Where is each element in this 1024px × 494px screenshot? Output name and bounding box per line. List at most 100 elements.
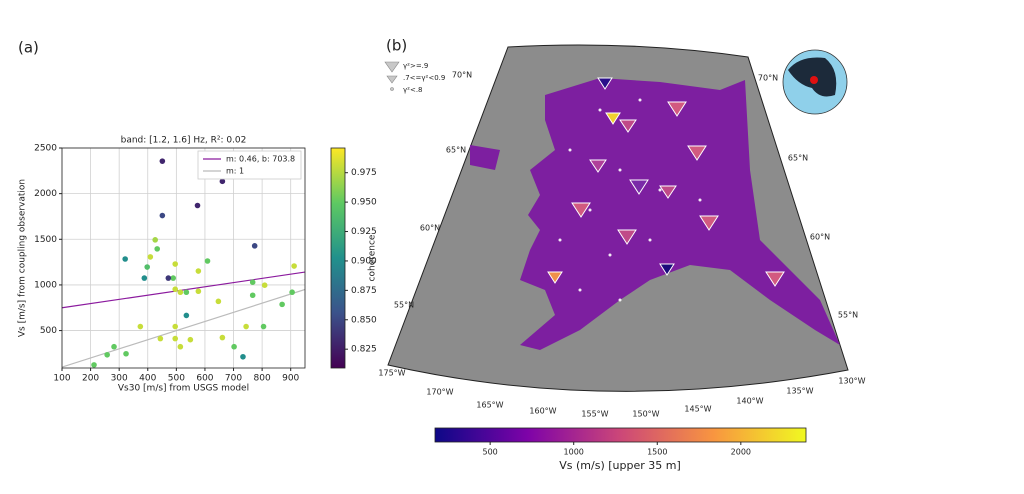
lon-label: 145°W — [684, 405, 711, 414]
colorbar-tick-label: 0.975 — [351, 168, 377, 178]
legend-label: m: 1 — [226, 167, 244, 176]
point — [219, 334, 226, 341]
lon-label: 160°W — [529, 407, 556, 416]
legend — [197, 150, 302, 180]
lat-label: 55°N — [394, 301, 414, 310]
point — [249, 279, 256, 285]
point — [137, 323, 144, 330]
colorbar-tick-label: 0.825 — [351, 345, 377, 355]
point — [91, 362, 97, 368]
point — [231, 343, 237, 350]
point — [172, 261, 179, 267]
x-tick-label: 600 — [196, 374, 213, 384]
point — [195, 288, 202, 295]
chart-title: band: [1.2, 1.6] Hz, R²: 0.02 — [121, 136, 247, 146]
lon-label: 130°W — [838, 377, 865, 386]
point — [123, 350, 129, 357]
x-tick-label: 900 — [282, 374, 299, 384]
point — [170, 275, 177, 281]
x-tick-label: 500 — [168, 374, 185, 384]
point — [111, 343, 117, 350]
lat-label: 60°N — [420, 224, 440, 233]
point — [154, 246, 160, 252]
legend-label: .7<=γ²<0.9 — [403, 74, 445, 82]
colorbar-tick-label: 1500 — [647, 448, 667, 457]
y-tick-label: 2000 — [34, 189, 57, 199]
lon-label: 135°W — [786, 387, 813, 396]
point — [215, 298, 222, 305]
lon-label: 175°W — [378, 369, 405, 378]
colorbar-tick-label: 0.900 — [351, 256, 377, 266]
fit-line — [62, 271, 305, 309]
y-tick-label: 1000 — [34, 280, 57, 290]
y-tick-label: 500 — [40, 326, 57, 336]
point — [104, 351, 110, 358]
point — [183, 312, 190, 319]
point — [195, 268, 202, 274]
x-axis-label: Vs30 [m/s] from USGS model — [118, 384, 249, 394]
plot-frame — [61, 147, 306, 369]
x-tick-label: 800 — [254, 374, 271, 384]
point — [251, 243, 258, 249]
x-tick-label: 100 — [53, 374, 70, 384]
point — [157, 335, 164, 342]
point — [291, 263, 297, 269]
point — [159, 212, 166, 219]
x-tick-label: 200 — [82, 374, 99, 384]
colorbar-tick-label: 0.925 — [351, 227, 377, 237]
point — [172, 323, 179, 330]
point — [240, 353, 246, 360]
y-tick-label: 1500 — [34, 235, 57, 245]
point — [152, 237, 158, 243]
lat-label: 55°N — [838, 311, 858, 320]
point — [144, 264, 150, 270]
lat-label: 60°N — [810, 233, 830, 242]
point — [204, 258, 211, 264]
panel-label: (a) — [18, 39, 39, 57]
lon-label: 165°W — [476, 401, 503, 410]
colorbar-tick-label: 2000 — [731, 448, 751, 457]
point — [187, 336, 194, 343]
lat-label: 65°N — [446, 146, 466, 155]
y-axis-label: Vs [m/s] from coupling observation — [18, 179, 28, 337]
point — [172, 335, 179, 342]
point — [177, 343, 184, 350]
y-tick-label: 2500 — [34, 144, 57, 154]
map — [384, 44, 849, 443]
plot-area — [62, 158, 305, 368]
point — [249, 292, 256, 299]
legend-label: γ²>=.9 — [403, 62, 428, 70]
point — [289, 289, 295, 296]
x-tick-label: 300 — [111, 374, 128, 384]
point — [159, 158, 166, 164]
point — [219, 178, 226, 185]
lat-label: 65°N — [788, 154, 808, 163]
point — [261, 282, 268, 289]
lon-label: 170°W — [426, 388, 453, 397]
legend-label: m: 0.46, b: 703.8 — [226, 155, 295, 164]
point — [279, 301, 285, 308]
colorbar-label: coherence — [368, 234, 378, 281]
panel-label: (b) — [386, 37, 407, 55]
legend-label: γ²<.8 — [403, 86, 423, 94]
colorbar-label: Vs (m/s) [upper 35 m] — [559, 459, 681, 472]
lat-label: 70°N — [452, 71, 472, 80]
x-tick-label: 700 — [225, 374, 242, 384]
lon-label: 150°W — [632, 410, 659, 419]
point — [183, 289, 190, 296]
colorbar-tick-label: 0.950 — [351, 198, 377, 208]
fit-line — [62, 288, 305, 368]
lon-label: 140°W — [736, 397, 763, 406]
point — [177, 289, 184, 296]
point — [172, 286, 179, 293]
colorbar-tick-label: 0.875 — [351, 286, 377, 296]
point — [141, 275, 148, 281]
point — [122, 256, 128, 262]
point — [147, 254, 154, 260]
lon-label: 155°W — [581, 410, 608, 419]
colorbar-tick-label: 0.850 — [351, 315, 377, 325]
colorbar-tick-label: 1000 — [564, 448, 584, 457]
colorbar — [330, 147, 346, 369]
point — [260, 323, 267, 330]
